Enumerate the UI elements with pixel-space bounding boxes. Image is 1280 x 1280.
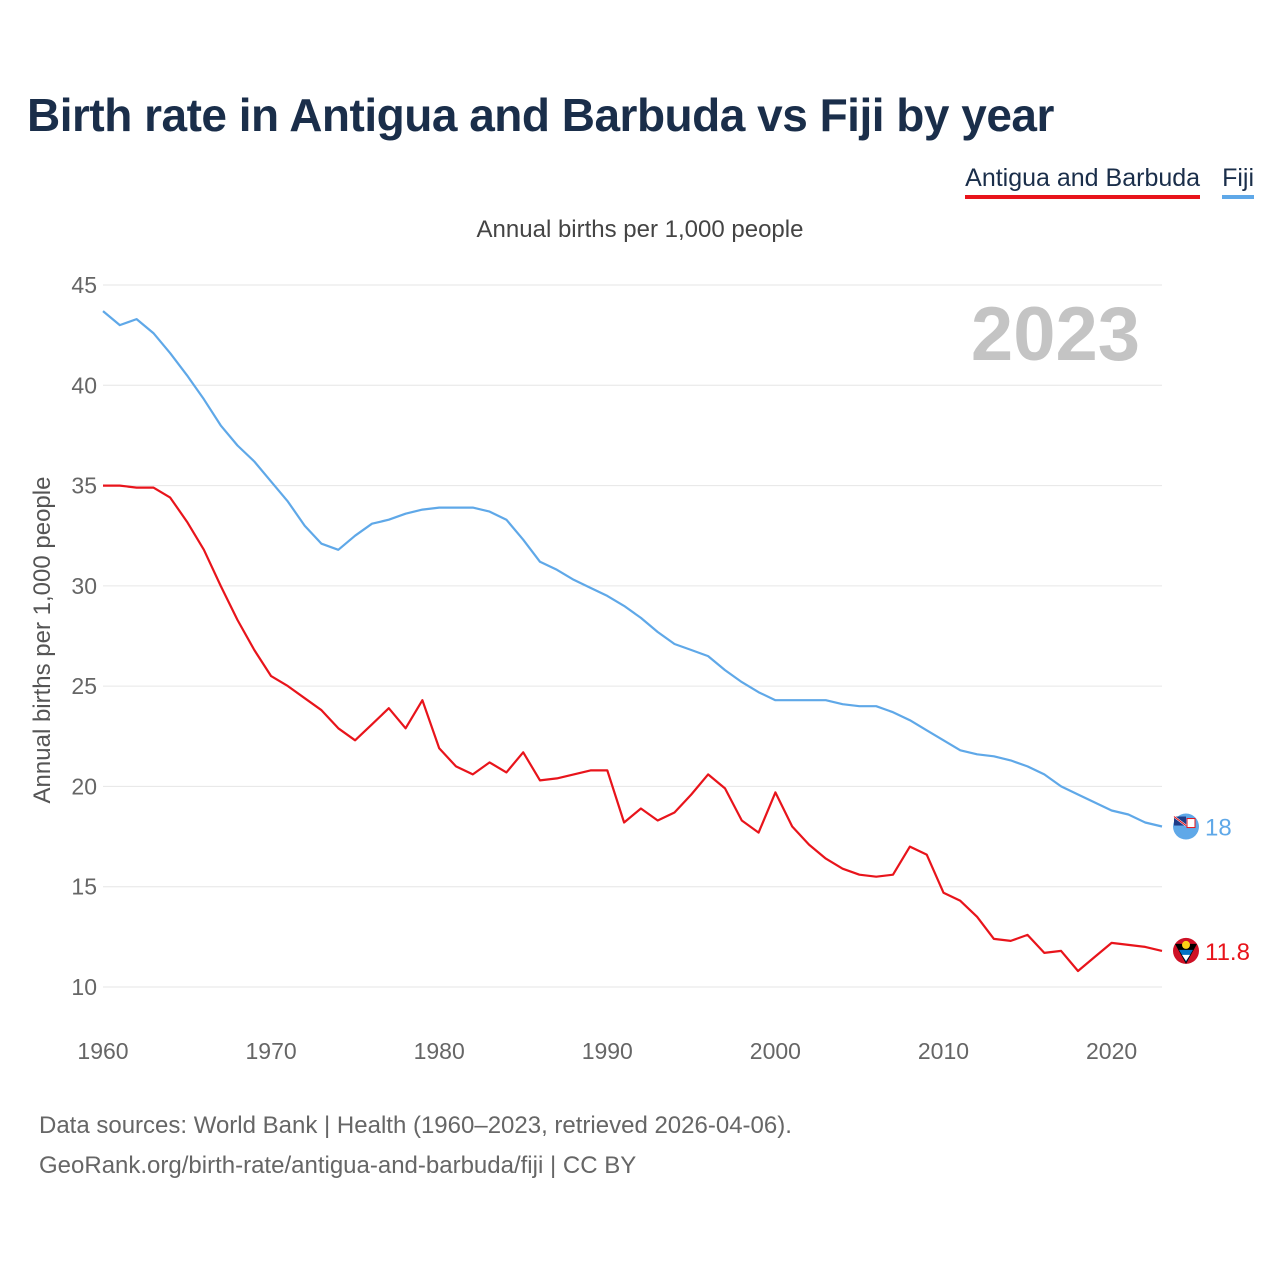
year-watermark: 2023: [971, 292, 1140, 377]
legend: Antigua and Barbuda Fiji: [965, 164, 1254, 199]
y-tick-label: 45: [71, 272, 97, 298]
gridlines: [103, 284, 1162, 988]
chart-subtitle: Annual births per 1,000 people: [476, 216, 804, 243]
y-tick-label: 15: [71, 874, 97, 900]
x-tick-label: 1970: [246, 1038, 297, 1064]
footer-sources: Data sources: World Bank | Health (1960–…: [39, 1112, 792, 1139]
y-tick-label: 25: [71, 673, 97, 699]
y-tick-label: 20: [71, 773, 97, 799]
end-markers: 11.8 18: [1173, 813, 1250, 966]
x-tick-label: 1990: [582, 1038, 633, 1064]
flag-marker-fiji: [1173, 813, 1199, 840]
series-lines: [102, 310, 1163, 973]
footer-link[interactable]: GeoRank.org/birth-rate/antigua-and-barbu…: [39, 1152, 637, 1179]
y-axis-label: Annual births per 1,000 people: [29, 477, 56, 804]
legend-item-antigua[interactable]: Antigua and Barbuda: [965, 164, 1201, 199]
y-tick-label: 35: [71, 473, 97, 499]
y-tick-label: 10: [71, 974, 97, 1000]
x-tick-label: 1960: [77, 1038, 128, 1064]
flag-marker-antigua: [1173, 937, 1199, 964]
chart-title: Birth rate in Antigua and Barbuda vs Fij…: [27, 89, 1054, 141]
line-chart: 10 15 20 25 30 35 40 45 1960 1970 1980 1990 2000 201…: [29, 272, 1250, 1064]
x-tick-label: 2010: [918, 1038, 969, 1064]
x-tick-label: 2000: [750, 1038, 801, 1064]
end-value-label-antigua: 11.8: [1205, 939, 1250, 966]
y-tick-label: 40: [71, 372, 97, 398]
y-tick-label: 30: [71, 573, 97, 599]
x-tick-label: 2020: [1086, 1038, 1137, 1064]
x-tick-label: 1980: [414, 1038, 465, 1064]
legend-item-fiji[interactable]: Fiji: [1222, 164, 1254, 199]
x-axis-ticks: 1960 1970 1980 1990 2000 2010 2020: [77, 1038, 1137, 1064]
series-line-fiji[interactable]: [102, 310, 1163, 828]
footer: Data sources: World Bank | Health (1960–…: [39, 1106, 792, 1186]
series-line-antigua[interactable]: [103, 484, 1163, 973]
end-value-label-fiji: 18: [1205, 815, 1232, 842]
y-axis-ticks: 10 15 20 25 30 35 40 45: [71, 272, 97, 1000]
